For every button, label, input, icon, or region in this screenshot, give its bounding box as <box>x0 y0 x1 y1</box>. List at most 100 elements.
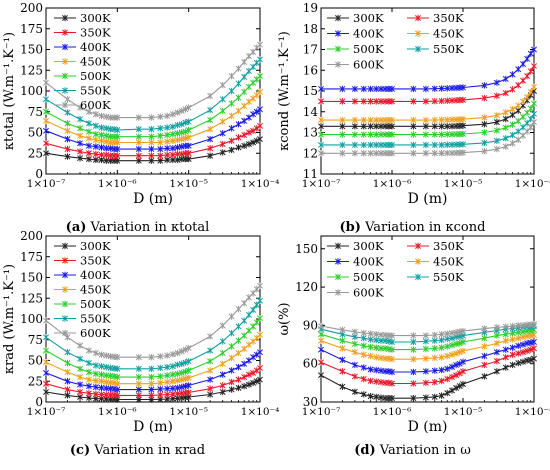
data-point-350K <box>389 98 395 105</box>
data-point-350K <box>509 351 516 358</box>
data-point-500K <box>351 131 358 138</box>
legend-label-550K: 550K <box>433 42 464 56</box>
data-point-350K <box>245 129 252 136</box>
y-tick-label: 17 <box>303 43 318 57</box>
legend-marker-600K <box>62 101 68 109</box>
data-point-400K <box>360 364 367 371</box>
data-point-400K <box>64 378 71 385</box>
data-point-600K <box>481 325 488 332</box>
data-point-450K <box>43 358 49 366</box>
data-point-600K <box>410 332 417 339</box>
series-line-500K <box>45 317 261 378</box>
y-tick-label: 100 <box>20 84 43 98</box>
data-point-450K <box>241 345 248 353</box>
data-point-550K <box>502 135 509 142</box>
data-point-600K <box>431 331 438 339</box>
data-point-500K <box>360 131 367 138</box>
data-point-300K <box>92 156 99 164</box>
data-point-300K <box>64 392 71 399</box>
legend-label-300K: 300K <box>80 239 111 253</box>
data-point-400K <box>257 349 263 356</box>
data-point-400K <box>77 381 83 388</box>
data-point-600K <box>515 322 522 329</box>
data-point-450K <box>245 98 252 105</box>
data-point-500K <box>481 334 488 342</box>
data-point-450K <box>339 345 346 352</box>
x-axis-label: D (m) <box>408 191 448 207</box>
data-point-600K <box>148 353 155 361</box>
data-point-500K <box>410 131 417 138</box>
data-point-350K <box>164 391 171 398</box>
legend-label-300K: 300K <box>353 239 384 253</box>
data-point-400K <box>527 50 534 57</box>
data-point-450K <box>502 109 509 116</box>
legend-marker-300K <box>62 242 68 250</box>
data-point-450K <box>164 138 171 145</box>
data-point-450K <box>148 380 155 387</box>
data-point-400K <box>410 85 417 93</box>
legend-label-600K: 600K <box>353 58 384 72</box>
data-point-350K <box>351 373 358 380</box>
data-point-550K <box>241 317 248 324</box>
data-point-350K <box>444 97 451 104</box>
data-point-450K <box>410 116 417 124</box>
data-point-400K <box>531 338 537 346</box>
data-point-450K <box>339 116 346 124</box>
data-point-400K <box>515 342 522 350</box>
data-point-500K <box>182 128 189 135</box>
data-point-300K <box>456 382 463 390</box>
data-point-350K <box>241 131 248 139</box>
data-point-550K <box>114 365 121 372</box>
y-tick-label: 16 <box>303 63 318 77</box>
data-point-350K <box>367 377 374 385</box>
data-point-350K <box>253 367 260 374</box>
data-point-300K <box>318 123 324 130</box>
data-point-400K <box>493 349 500 356</box>
data-point-450K <box>219 118 226 125</box>
data-point-400K <box>92 383 99 391</box>
data-point-550K <box>182 359 189 366</box>
data-point-550K <box>114 126 121 134</box>
series-line-400K <box>320 341 535 373</box>
data-point-400K <box>410 368 417 376</box>
data-point-550K <box>85 359 92 367</box>
data-point-600K <box>135 114 142 121</box>
data-point-300K <box>444 123 451 130</box>
series-line-400K <box>321 49 535 90</box>
data-point-550K <box>98 124 105 131</box>
data-point-400K <box>456 360 463 367</box>
x-tick-label: 1×10⁻⁶ <box>98 178 137 190</box>
data-point-550K <box>438 141 445 149</box>
data-point-450K <box>77 373 83 381</box>
data-point-450K <box>135 380 142 387</box>
data-point-300K <box>351 388 358 395</box>
data-point-600K <box>92 349 99 357</box>
data-point-550K <box>178 121 185 128</box>
data-point-500K <box>351 340 358 348</box>
data-point-450K <box>438 116 445 124</box>
series-line-400K <box>45 108 261 150</box>
series-line-300K <box>321 90 535 127</box>
legend-marker-400K <box>335 30 341 37</box>
data-point-550K <box>241 73 248 81</box>
data-point-350K <box>318 359 324 366</box>
y-tick-label: 200 <box>20 1 43 15</box>
data-point-500K <box>43 108 49 115</box>
data-point-400K <box>228 367 235 374</box>
data-point-600K <box>339 326 346 334</box>
legend-label-550K: 550K <box>80 312 111 326</box>
legend-marker-550K <box>415 45 421 53</box>
data-point-350K <box>524 347 531 355</box>
data-point-350K <box>444 375 451 383</box>
data-point-300K <box>481 373 488 380</box>
data-point-550K <box>185 358 192 365</box>
data-point-600K <box>207 92 214 100</box>
data-point-350K <box>460 96 466 104</box>
legend-marker-400K <box>62 43 68 51</box>
y-tick-label: 19 <box>303 1 318 15</box>
data-point-550K <box>164 363 171 371</box>
data-point-500K <box>460 338 466 346</box>
data-point-600K <box>360 329 367 337</box>
data-point-450K <box>185 374 192 382</box>
caption-a: (a) Variation in κtotal <box>0 220 275 235</box>
